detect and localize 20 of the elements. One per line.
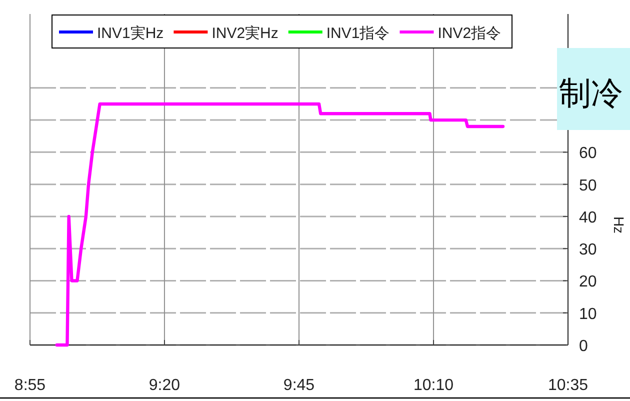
line-series	[55, 102, 505, 347]
y-tick-label: 20	[579, 274, 597, 291]
y-tick-label: 30	[579, 242, 597, 259]
x-tick-label: 9:45	[283, 377, 315, 394]
y-tick-label: 10	[579, 306, 597, 323]
y-tick-label: 0	[579, 338, 588, 355]
x-tick-label: 8:55	[14, 377, 46, 394]
y-tick-label: 60	[579, 145, 597, 162]
x-tick-label: 9:20	[148, 377, 180, 394]
y-tick-label: 40	[579, 209, 597, 226]
legend-label: INV1指令	[326, 25, 390, 42]
y-tick-label: 50	[579, 177, 597, 194]
annotation: 制冷	[557, 48, 630, 130]
legend-label: INV2指令	[438, 25, 502, 42]
y-axis-title: Hz	[611, 216, 627, 234]
legend-label: INV1実Hz	[97, 25, 164, 42]
annotation: 制冷	[559, 75, 623, 111]
x-tick-label: 10:10	[413, 377, 454, 394]
x-tick-label: 10:35	[548, 377, 588, 394]
legend-label: INV2実Hz	[212, 25, 278, 42]
